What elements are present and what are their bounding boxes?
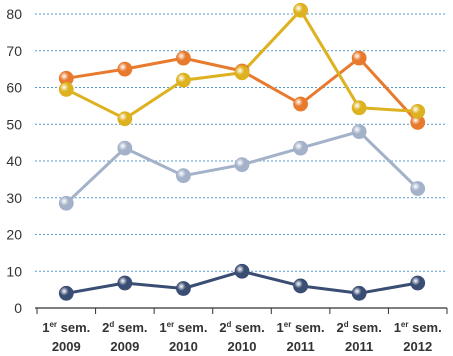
x-axis: 1er sem. 2009 2d sem. 2009 1er sem. 2010 2d se… xyxy=(35,307,448,354)
x-tick-year: 2009 xyxy=(52,339,81,354)
x-tick-year: 2011 xyxy=(286,339,314,354)
x-tick-year: 2009 xyxy=(110,339,139,354)
data-point-series-1 xyxy=(293,96,308,112)
grid-lines xyxy=(35,13,447,272)
x-tick-year: 2010 xyxy=(169,339,198,354)
data-point-series-3 xyxy=(58,195,74,211)
data-point-series-3 xyxy=(117,140,133,156)
y-tick-label: 50 xyxy=(6,116,22,132)
y-tick-label: 20 xyxy=(6,227,22,243)
data-point-series-2 xyxy=(176,72,191,88)
data-point-series-1 xyxy=(351,50,367,66)
x-tick-label: 1er sem. xyxy=(394,320,442,335)
x-tick-label: 2d sem. xyxy=(336,320,381,335)
data-point-series-3 xyxy=(234,157,250,173)
x-tick-label: 2d sem. xyxy=(219,320,264,335)
y-tick-label: 80 xyxy=(6,6,22,22)
data-point-series-2 xyxy=(410,103,426,119)
data-points xyxy=(58,2,426,301)
y-tick-label: 30 xyxy=(6,190,22,206)
y-tick-label: 40 xyxy=(6,153,22,169)
x-tick-year: 2010 xyxy=(228,339,257,354)
data-point-series-2 xyxy=(117,111,133,127)
data-point-series-2 xyxy=(293,2,308,18)
data-point-series-1 xyxy=(117,61,133,77)
data-point-series-3 xyxy=(176,168,191,184)
y-tick-label: 60 xyxy=(6,80,22,96)
data-point-series-4 xyxy=(117,275,133,291)
data-point-series-3 xyxy=(293,140,308,156)
y-tick-label: 70 xyxy=(6,43,22,59)
y-axis: 0 10 20 30 40 50 60 70 80 xyxy=(6,6,22,316)
x-tick-label: 1er sem. xyxy=(277,320,325,335)
data-point-series-3 xyxy=(351,124,367,140)
y-tick-label: 10 xyxy=(6,263,22,279)
data-point-series-3 xyxy=(410,181,426,196)
data-point-series-4 xyxy=(351,285,367,301)
data-point-series-4 xyxy=(176,281,191,296)
data-point-series-4 xyxy=(234,263,250,279)
x-tick-label: 2d sem. xyxy=(102,320,147,335)
data-point-series-2 xyxy=(351,100,367,116)
data-point-series-2 xyxy=(234,65,250,81)
data-point-series-1 xyxy=(176,50,191,66)
y-tick-label: 0 xyxy=(14,300,22,316)
x-tick-label: 1er sem. xyxy=(42,320,90,335)
x-tick-year: 2012 xyxy=(403,339,432,354)
data-point-series-2 xyxy=(58,81,74,97)
data-point-series-4 xyxy=(410,275,426,291)
x-tick-label: 1er sem. xyxy=(159,320,207,335)
x-tick-year: 2011 xyxy=(345,339,373,354)
data-point-series-4 xyxy=(58,285,74,301)
data-point-series-4 xyxy=(293,278,308,294)
